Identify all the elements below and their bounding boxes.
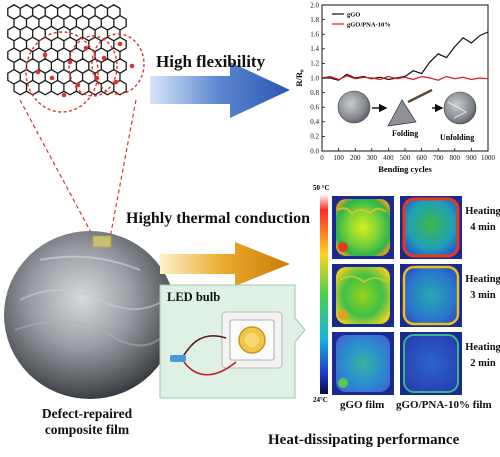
heating-3min-line1: Heating — [465, 274, 500, 285]
y-tick-label: 1.0 — [310, 74, 319, 82]
defect-dots — [35, 41, 135, 98]
col-label-ggo-pna: gGO/PNA-10% film — [396, 399, 492, 411]
legend-entry-ggo-pna: gGO/PNA-10% — [347, 22, 391, 29]
series-line-0 — [322, 31, 489, 81]
defect-caption-line1: Defect-repaired — [41, 406, 133, 421]
x-tick-label: 200 — [350, 154, 361, 162]
defect-circle — [68, 35, 118, 97]
high-flexibility-label: High flexibility — [156, 52, 266, 71]
defect-repaired-caption: Defect-repaired composite film — [22, 406, 152, 438]
led-bulb-label: LED bulb — [167, 290, 221, 304]
y-tick-label: 1.4 — [310, 45, 319, 53]
x-axis-label: Bending cycles — [378, 164, 432, 174]
composite-film — [4, 231, 176, 399]
y-tick-label: 1.2 — [310, 60, 319, 68]
y-tick-label: 0.4 — [310, 118, 319, 126]
folding-label: Folding — [392, 129, 418, 138]
thermal-arrow — [160, 242, 290, 286]
heating-4min-line2: 4 min — [470, 222, 496, 233]
unfolding-label: Unfolding — [440, 133, 474, 142]
heating-3min-line2: 3 min — [470, 290, 496, 301]
x-tick-label: 0 — [320, 154, 324, 162]
defect-circle — [25, 31, 99, 113]
heating-4min-line1: Heating — [465, 206, 500, 217]
scale-min-label: 24°C — [313, 396, 328, 404]
x-tick-label: 700 — [433, 154, 444, 162]
heating-label-4min: Heating 4 min — [460, 205, 500, 234]
y-axis-label: R/R₀ — [294, 69, 304, 87]
y-tick-label: 0.8 — [310, 89, 319, 97]
scale-max-label: 50 °C — [313, 184, 330, 192]
series-line-1 — [321, 75, 489, 81]
folding-photos: Folding Unfolding — [337, 88, 477, 142]
heating-label-2min: Heating 2 min — [460, 341, 500, 370]
x-tick-label: 600 — [416, 154, 427, 162]
flexibility-arrow — [150, 62, 290, 118]
y-tick-label: 0.2 — [310, 133, 319, 141]
y-tick-label: 1.8 — [310, 16, 319, 24]
zoom-lines — [19, 99, 137, 239]
graphene-lattice — [7, 4, 127, 96]
led-panel — [159, 284, 306, 399]
heating-label-3min: Heating 3 min — [460, 273, 500, 302]
defect-caption-line2: composite film — [44, 422, 130, 437]
legend: gGO gGO/PNA-10% — [332, 12, 391, 29]
temperature-scale-bar — [320, 194, 328, 394]
y-tick-label: 0.6 — [310, 104, 319, 112]
legend-entry-ggo: gGO — [347, 12, 360, 19]
heat-dissipating-label: Heat-dissipating performance — [268, 432, 460, 448]
thermal-panel: 50 °C 24°C — [313, 184, 462, 404]
defect-circles — [25, 31, 145, 113]
x-tick-label: 400 — [383, 154, 394, 162]
x-tick-label: 100 — [333, 154, 344, 162]
y-tick-label: 0.0 — [310, 147, 319, 155]
defect-circle — [91, 33, 145, 95]
y-tick-label: 2.0 — [310, 1, 319, 9]
y-tick-label: 1.6 — [310, 31, 319, 39]
heating-2min-line1: Heating — [465, 342, 500, 353]
heating-2min-line2: 2 min — [470, 358, 496, 369]
col-label-ggo: gGO film — [340, 399, 385, 411]
x-tick-label: 900 — [466, 154, 477, 162]
x-tick-label: 300 — [367, 154, 378, 162]
x-tick-label: 1000 — [481, 154, 496, 162]
bending-chart: 0.0 0.2 0.4 0.6 0.8 1.0 1.2 1.4 1.6 1.8 2.0 0 100 20… — [294, 1, 496, 174]
x-tick-label: 500 — [400, 154, 411, 162]
x-tick-label: 800 — [450, 154, 461, 162]
thermal-conduction-label: Highly thermal conduction — [126, 210, 311, 227]
